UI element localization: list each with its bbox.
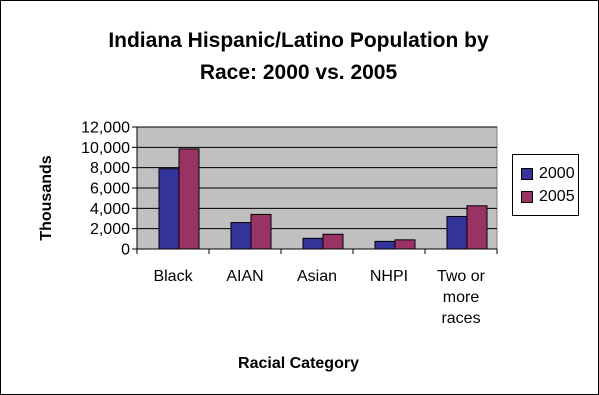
- legend: 2000 2005: [512, 154, 579, 216]
- legend-item-2000: 2000: [521, 165, 575, 183]
- x-tick-label: AIAN: [200, 266, 290, 287]
- bar-2005-3: [394, 239, 416, 250]
- x-axis-label: Racial Category: [238, 355, 359, 372]
- legend-swatch-2000: [521, 168, 533, 180]
- x-tick-label-line: Two or: [436, 268, 485, 285]
- bar-2005-1: [250, 213, 272, 250]
- chart-title-line-1: Indiana Hispanic/Latino Population by: [108, 29, 489, 52]
- legend-label-2000: 2000: [539, 165, 575, 182]
- x-tick-label: NHPI: [344, 266, 434, 287]
- legend-item-2005: 2005: [521, 188, 575, 206]
- chart-title-line-2: Race: 2000 vs. 2005: [199, 61, 398, 84]
- bar-2000-2: [302, 237, 324, 250]
- bar-2000-4: [446, 215, 468, 250]
- x-tick-label: Two or more races: [416, 266, 506, 329]
- y-tick-label: 4,000: [90, 201, 130, 218]
- y-tick-label: 8,000: [90, 160, 130, 177]
- y-tick-label: 6,000: [90, 181, 130, 198]
- x-tick-label: Black: [128, 266, 218, 287]
- bar-2005-2: [322, 233, 344, 250]
- y-tick-label: 2,000: [90, 221, 130, 238]
- bar-2000-0: [158, 168, 180, 250]
- legend-swatch-2005: [521, 191, 533, 203]
- x-tick-label-line: NHPI: [369, 268, 409, 285]
- bar-2005-4: [466, 205, 488, 250]
- x-tick-label-line: more: [442, 289, 480, 306]
- x-tick-label-line: races: [441, 310, 481, 327]
- bar-2000-3: [374, 240, 396, 250]
- x-tick-label-line: Asian: [296, 268, 338, 285]
- legend-label-2005: 2005: [539, 188, 575, 205]
- x-tick-label: Asian: [272, 266, 362, 287]
- y-tick-label: 10,000: [81, 140, 130, 157]
- y-tick-label: 0: [121, 242, 130, 259]
- x-tick-label-line: Black: [153, 268, 193, 285]
- bar-2000-1: [230, 222, 252, 250]
- bar-2005-0: [178, 148, 200, 250]
- x-tick-label-line: AIAN: [226, 268, 264, 285]
- y-tick-label: 12,000: [81, 120, 130, 137]
